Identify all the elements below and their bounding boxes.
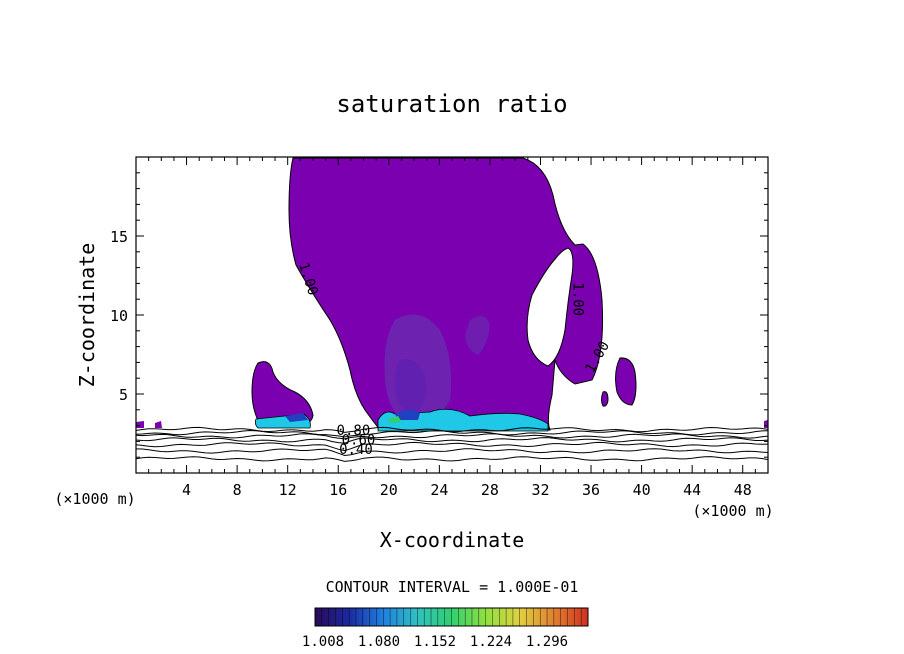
y-tick-label: 5 — [119, 386, 128, 404]
x-tick-label: 16 — [329, 481, 347, 499]
contour-label: 0.40 — [339, 442, 373, 458]
cloud-right-cell — [615, 357, 637, 406]
y-tick-labels: 5 10 15 — [110, 228, 128, 404]
patch-left-2 — [155, 421, 162, 428]
x-tick-label: 44 — [683, 481, 701, 499]
x-tick-label: 24 — [430, 481, 448, 499]
cloud-core-shade-2 — [394, 359, 427, 415]
colorbar-labels: 1.008 1.080 1.152 1.224 1.296 — [302, 634, 568, 650]
chart-title: saturation ratio — [336, 90, 567, 118]
x-tick-labels: 4 8 12 16 20 24 28 32 36 40 44 48 — [182, 481, 752, 499]
colorbar-divisions — [321, 608, 582, 626]
colorbar-tick-label: 1.008 — [302, 634, 344, 650]
x-tick-label: 12 — [279, 481, 297, 499]
contour-line — [136, 456, 768, 462]
x-unit-label-right: (×1000 m) — [692, 502, 773, 520]
colorbar-tick-label: 1.296 — [526, 634, 568, 650]
x-tick-label: 4 — [182, 481, 191, 499]
cloud-right-cell-2 — [601, 391, 609, 407]
patch-left-edge — [136, 421, 144, 428]
cloud-base-green — [388, 416, 402, 423]
colorbar-tick-label: 1.152 — [414, 634, 456, 650]
contour-line — [136, 437, 768, 444]
x-tick-label: 32 — [531, 481, 549, 499]
contour-fills — [136, 157, 768, 462]
contour-lines — [136, 426, 768, 462]
cloud-clear-hole — [526, 247, 574, 367]
x-tick-label: 20 — [380, 481, 398, 499]
x-unit-label-left: (×1000 m) — [54, 490, 135, 508]
colorbar-tick-label: 1.080 — [358, 634, 400, 650]
axis-ticks — [136, 157, 768, 473]
cloud-base-blue-main — [395, 409, 420, 420]
x-axis-label: X-coordinate — [380, 528, 525, 552]
x-tick-label: 36 — [582, 481, 600, 499]
contour-label: 0.60 — [342, 433, 376, 449]
cloud-left-region — [251, 361, 314, 425]
cloud-core-shade-3 — [465, 316, 490, 355]
y-axis-label: Z-coordinate — [75, 243, 99, 388]
contour-label: 0.80 — [337, 423, 371, 439]
x-tick-label: 8 — [233, 481, 242, 499]
x-tick-label: 40 — [633, 481, 651, 499]
contour-line — [136, 441, 768, 452]
colorbar: 1.008 1.080 1.152 1.224 1.296 — [302, 607, 589, 650]
contour-label: 1.00 — [569, 282, 585, 316]
cloud-main-region — [288, 157, 604, 431]
colorbar-tick-label: 1.224 — [470, 634, 512, 650]
y-tick-label: 15 — [110, 228, 128, 246]
contour-line — [136, 426, 768, 433]
cloud-base-cyan-main — [377, 408, 549, 432]
y-tick-label: 10 — [110, 307, 128, 325]
contour-line — [136, 433, 768, 440]
x-tick-label: 48 — [734, 481, 752, 499]
contour-interval-text: CONTOUR INTERVAL = 1.000E-01 — [326, 578, 579, 596]
contour-line — [136, 448, 768, 457]
cloud-base-blue-left — [285, 413, 308, 422]
x-tick-label: 28 — [481, 481, 499, 499]
